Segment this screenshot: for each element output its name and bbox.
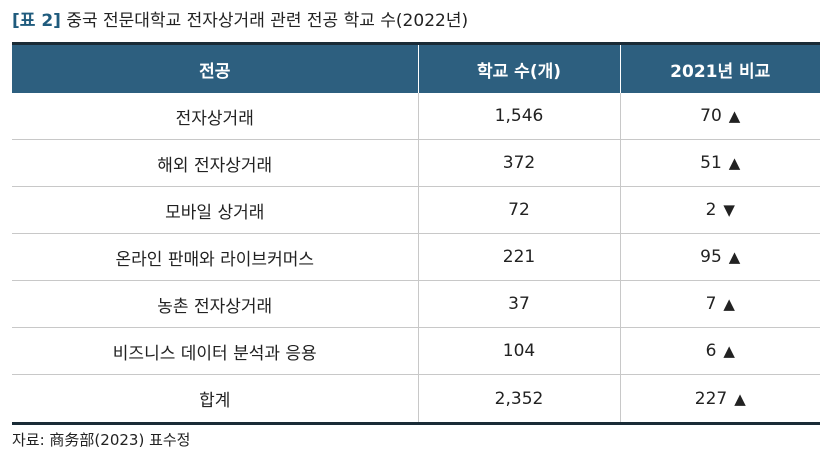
table-title: 중국 전문대학교 전자상거래 관련 전공 학교 수(2022년): [66, 11, 469, 31]
table-row: 전자상거래 1,546 70 ▲: [12, 93, 820, 140]
source-note: 자료: 商务部(2023) 표수정: [12, 431, 191, 449]
table-row: 농촌 전자상거래 37 7 ▲: [12, 280, 820, 328]
up-arrow-icon: ▲: [728, 154, 741, 172]
change-value: 95: [700, 247, 722, 267]
cell-major: 모바일 상거래: [12, 186, 418, 234]
cell-change: 51 ▲: [619, 139, 820, 187]
cell-total-count: 2,352: [417, 374, 620, 425]
change-value: 6: [705, 341, 717, 361]
table-caption: [표 2] 중국 전문대학교 전자상거래 관련 전공 학교 수(2022년): [12, 6, 468, 36]
cell-major: 비즈니스 데이터 분석과 응용: [12, 327, 418, 375]
cell-total-label: 합계: [12, 374, 418, 425]
change-value: 51: [700, 153, 722, 173]
cell-major: 온라인 판매와 라이브커머스: [12, 233, 418, 281]
cell-change: 95 ▲: [619, 233, 820, 281]
cell-count: 72: [417, 186, 620, 234]
cell-major: 해외 전자상거래: [12, 139, 418, 187]
table-header-row: 전공 학교 수(개) 2021년 비교: [12, 42, 820, 93]
cell-count: 1,546: [417, 93, 620, 140]
up-arrow-icon: ▲: [723, 342, 735, 360]
change-value: 227: [694, 388, 728, 409]
table-row: 해외 전자상거래 372 51 ▲: [12, 139, 820, 187]
cell-count: 221: [417, 233, 620, 281]
header-major: 전공: [12, 42, 418, 93]
change-value: 2: [705, 200, 717, 220]
cell-count: 37: [417, 280, 620, 328]
cell-change: 6 ▲: [619, 327, 820, 375]
cell-major: 농촌 전자상거래: [12, 280, 418, 328]
table-number: [표 2]: [12, 11, 61, 31]
cell-count: 104: [417, 327, 620, 375]
table-row: 모바일 상거래 72 2 ▼: [12, 186, 820, 234]
down-arrow-icon: ▼: [723, 201, 735, 219]
change-value: 70: [700, 106, 722, 126]
cell-change: 2 ▼: [619, 186, 820, 234]
table-row: 온라인 판매와 라이브커머스 221 95 ▲: [12, 233, 820, 281]
cell-major: 전자상거래: [12, 93, 418, 140]
cell-change: 70 ▲: [619, 93, 820, 140]
cell-count: 372: [417, 139, 620, 187]
header-change-vs-2021: 2021년 비교: [619, 42, 820, 93]
change-value: 7: [705, 294, 717, 314]
schools-table: 전공 학교 수(개) 2021년 비교 전자상거래 1,546 70 ▲ 해외 전…: [12, 42, 820, 425]
cell-change: 7 ▲: [619, 280, 820, 328]
table-row: 비즈니스 데이터 분석과 응용 104 6 ▲: [12, 327, 820, 375]
up-arrow-icon: ▲: [728, 248, 741, 266]
up-arrow-icon: ▲: [734, 389, 746, 408]
up-arrow-icon: ▲: [728, 107, 741, 125]
table-total-row: 합계 2,352 227 ▲: [12, 374, 820, 425]
cell-total-change: 227 ▲: [619, 374, 820, 425]
header-school-count: 학교 수(개): [417, 42, 620, 93]
up-arrow-icon: ▲: [723, 295, 735, 313]
